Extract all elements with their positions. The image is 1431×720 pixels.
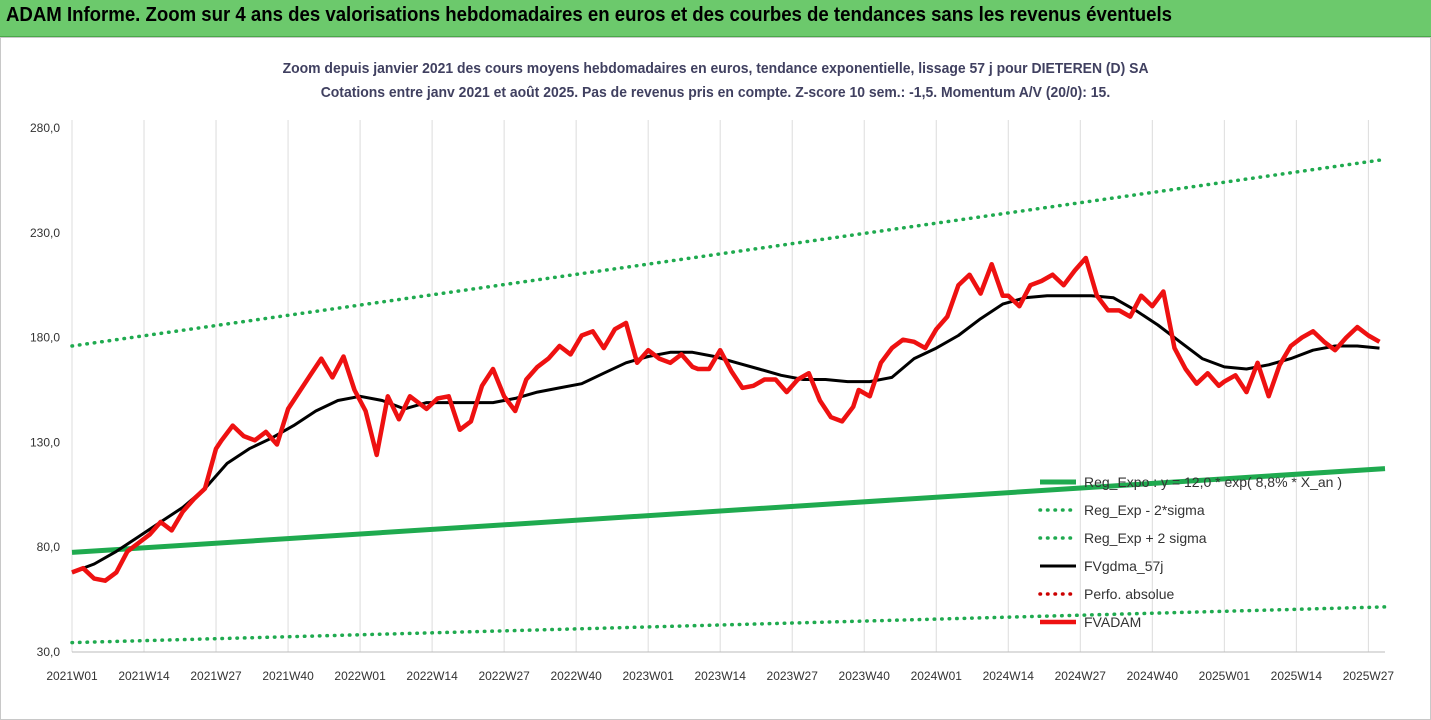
x-tick-label: 2025W01 [1199,669,1251,683]
chart-subtitle: Cotations entre janv 2021 et août 2025. … [0,84,1431,101]
banner-title: ADAM Informe. Zoom sur 4 ans des valoris… [6,4,1172,26]
x-tick-label: 2021W01 [46,669,98,683]
y-tick-label: 80,0 [37,540,61,554]
legend-label: Reg_Expo : y = 12,0 * exp( 8,8% * X_an ) [1084,474,1342,490]
x-tick-label: 2022W40 [550,669,602,683]
x-tick-label: 2022W14 [406,669,458,683]
x-tick-label: 2022W27 [478,669,530,683]
x-tick-label: 2023W01 [622,669,674,683]
x-tick-label: 2024W14 [983,669,1035,683]
legend-label: FVADAM [1084,614,1141,630]
y-tick-label: 30,0 [37,645,61,659]
series-line-5 [71,255,1381,583]
x-tick-label: 2025W14 [1271,669,1323,683]
x-tick-label: 2025W27 [1343,669,1395,683]
chart-title: Zoom depuis janvier 2021 des cours moyen… [0,60,1431,77]
y-tick-label: 130,0 [30,435,60,449]
report-banner: ADAM Informe. Zoom sur 4 ans des valoris… [0,0,1431,37]
x-tick-label: 2024W01 [911,669,963,683]
legend-item: Reg_Expo : y = 12,0 * exp( 8,8% * X_an ) [1040,474,1342,490]
legend-label: FVgdma_57j [1084,558,1163,574]
chart-title-text: Zoom depuis janvier 2021 des cours moyen… [282,60,1149,77]
x-tick-label: 2024W40 [1127,669,1179,683]
x-tick-label: 2021W40 [262,669,314,683]
legend-item: Reg_Exp - 2*sigma [1038,502,1205,518]
y-tick-label: 230,0 [30,226,60,240]
y-tick-label: 180,0 [30,331,60,345]
x-tick-label: 2021W27 [190,669,242,683]
legend-label: Reg_Exp + 2 sigma [1084,530,1207,546]
x-tick-label: 2023W40 [839,669,891,683]
x-tick-label: 2023W14 [695,669,747,683]
legend-item: FVgdma_57j [1040,558,1163,574]
legend-item: Perfo. absolue [1038,586,1174,602]
x-tick-label: 2021W14 [118,669,170,683]
x-tick-label: 2022W01 [334,669,386,683]
series-line-1 [70,605,1387,645]
y-tick-label: 280,0 [30,121,60,135]
legend-label: Reg_Exp - 2*sigma [1084,502,1205,518]
legend-item: FVADAM [1040,614,1141,630]
legend-item: Reg_Exp + 2 sigma [1038,530,1207,546]
series-line-2 [70,157,1387,348]
x-tick-label: 2024W27 [1055,669,1107,683]
series-line-0 [71,466,1386,555]
legend-label: Perfo. absolue [1084,586,1174,602]
chart-subtitle-text: Cotations entre janv 2021 et août 2025. … [320,84,1111,101]
x-tick-label: 2023W27 [767,669,819,683]
